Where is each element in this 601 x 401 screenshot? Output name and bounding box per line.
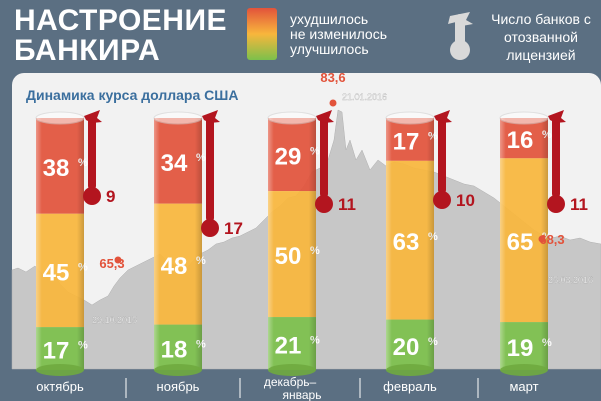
thermometer-bulb bbox=[547, 195, 565, 213]
usd-date-label: 29.10.2015 bbox=[92, 315, 137, 325]
usd-value-label: 68,3 bbox=[539, 232, 564, 247]
legend-color-bar bbox=[247, 8, 277, 60]
banks-count-label: 11 bbox=[338, 195, 356, 214]
tube-glass bbox=[500, 118, 548, 370]
usd-value-label: 65,3 bbox=[99, 256, 124, 271]
x-tick-label: декабрь– bbox=[264, 375, 317, 389]
x-axis-ticks bbox=[125, 378, 479, 398]
thermometer-bulb bbox=[83, 187, 101, 205]
page-title-line1: НАСТРОЕНИЕ bbox=[14, 4, 228, 37]
tube-glass bbox=[268, 118, 316, 370]
usd-marker bbox=[329, 99, 337, 107]
legend-same-label: не изменилось bbox=[290, 26, 388, 42]
x-tick-label-line2: январь bbox=[283, 388, 322, 401]
tube-bottom-rim bbox=[500, 364, 548, 376]
thermometer-bulb bbox=[315, 195, 333, 213]
tube-bottom-rim bbox=[268, 364, 316, 376]
tube-glass bbox=[36, 118, 84, 370]
thermometer-1: 17 bbox=[201, 110, 243, 238]
thermometer-icon bbox=[448, 12, 473, 60]
tube-top-rim bbox=[499, 111, 549, 125]
usd-date-label: 21.01.2016 bbox=[342, 92, 387, 102]
x-tick-label: ноябрь bbox=[157, 379, 200, 394]
tube-top-rim bbox=[153, 111, 203, 125]
x-tick-label: март bbox=[509, 379, 538, 394]
bar-group-2: 29%50%21%декабрь–январь bbox=[264, 111, 322, 401]
bar-group-1: 34%48%18%ноябрь bbox=[153, 111, 206, 394]
thermometer-splash bbox=[202, 110, 220, 123]
usd-value-label: 83,6 bbox=[320, 70, 345, 85]
usd-annotation-0: 65,3 29.10.2015 bbox=[92, 256, 137, 325]
banks-count-label: 10 bbox=[456, 191, 475, 210]
tube-top-rim bbox=[385, 111, 435, 125]
banks-count-label: 17 bbox=[224, 219, 243, 238]
thermometer-stem bbox=[320, 114, 328, 198]
bar-group-4: 16%65%19%март bbox=[499, 111, 552, 394]
x-tick-label: октябрь bbox=[36, 379, 84, 394]
thermometer-splash bbox=[548, 110, 566, 123]
page-title: НАСТРОЕНИЕ БАНКИРА bbox=[14, 6, 227, 66]
tube-glass bbox=[386, 118, 434, 370]
x-tick-label: февраль bbox=[383, 379, 437, 394]
thermometer-stem bbox=[552, 114, 560, 198]
bar-group-3: 17%63%20%февраль bbox=[383, 111, 438, 394]
thermometer-stem bbox=[88, 114, 96, 190]
thermometer-stem bbox=[438, 114, 446, 194]
thermometer-splash bbox=[84, 110, 102, 123]
legend-banks-label: Число банков с отозванной лицензией bbox=[491, 11, 591, 63]
tube-top-rim bbox=[267, 111, 317, 125]
usd-date-label: 25.03.2016 bbox=[548, 275, 593, 285]
banks-count-label: 9 bbox=[106, 187, 115, 206]
tube-glass bbox=[154, 118, 202, 370]
legend-better-label: улучшилось bbox=[290, 41, 369, 57]
tube-bottom-rim bbox=[36, 364, 84, 376]
thermometer-bulb bbox=[201, 219, 219, 237]
chart-subtitle: Динамика курса доллара США bbox=[26, 87, 238, 103]
legend-worse-label: ухудшилось bbox=[290, 11, 369, 27]
thermometer-0: 9 bbox=[83, 110, 115, 206]
thermometer-stem bbox=[206, 114, 214, 222]
thermometer-splash bbox=[434, 110, 452, 123]
thermometer-3: 10 bbox=[433, 110, 475, 210]
thermometer-2: 11 bbox=[315, 110, 356, 214]
usd-annotation-1: 83,6 21.01.2016 bbox=[320, 70, 387, 107]
usd-annotation-2: 68,3 25.03.2016 bbox=[538, 232, 593, 285]
banks-count-label: 11 bbox=[570, 195, 588, 214]
thermometer-splash bbox=[316, 110, 334, 123]
usd-marker bbox=[114, 256, 122, 264]
tube-bottom-rim bbox=[386, 364, 434, 376]
page-title-line2: БАНКИРА bbox=[14, 34, 161, 67]
tube-bottom-rim bbox=[154, 364, 202, 376]
thermometer-bulb bbox=[433, 191, 451, 209]
thermometer-4: 11 bbox=[547, 110, 588, 214]
tube-top-rim bbox=[35, 111, 85, 125]
bar-group-0: 38%45%17%октябрь bbox=[35, 111, 88, 394]
usd-marker bbox=[538, 235, 546, 243]
